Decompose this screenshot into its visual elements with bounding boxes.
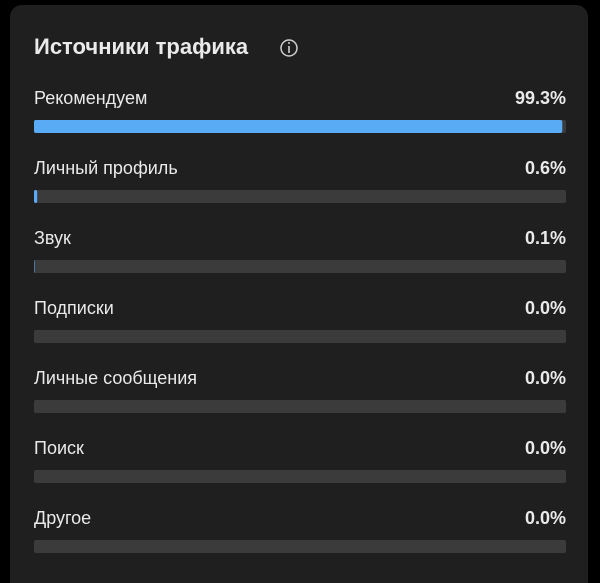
bar-track	[34, 470, 566, 483]
source-label: Личный профиль	[34, 158, 178, 178]
bar-track	[34, 400, 566, 413]
bar-track	[34, 190, 566, 203]
value-label: 0.0%	[525, 438, 566, 458]
source-label: Личные сообщения	[34, 368, 197, 388]
title: Источники трафика	[34, 34, 249, 59]
value-label: 0.0%	[525, 508, 566, 528]
bar	[34, 120, 563, 133]
source-label: Поиск	[34, 438, 84, 458]
card	[10, 5, 588, 583]
source-label: Рекомендуем	[34, 88, 147, 108]
source-label: Подписки	[34, 298, 114, 318]
value-label: 99.3%	[515, 88, 566, 108]
source-label: Другое	[34, 508, 91, 528]
bar	[34, 260, 35, 273]
bar	[34, 190, 38, 203]
value-label: 0.0%	[525, 298, 566, 318]
value-label: 0.6%	[525, 158, 566, 178]
bar-track	[34, 260, 566, 273]
bar-track	[34, 330, 566, 343]
info-icon[interactable]	[280, 39, 298, 57]
source-label: Звук	[34, 228, 71, 248]
value-label: 0.1%	[525, 228, 566, 248]
bar-track	[34, 540, 566, 553]
value-label: 0.0%	[525, 368, 566, 388]
